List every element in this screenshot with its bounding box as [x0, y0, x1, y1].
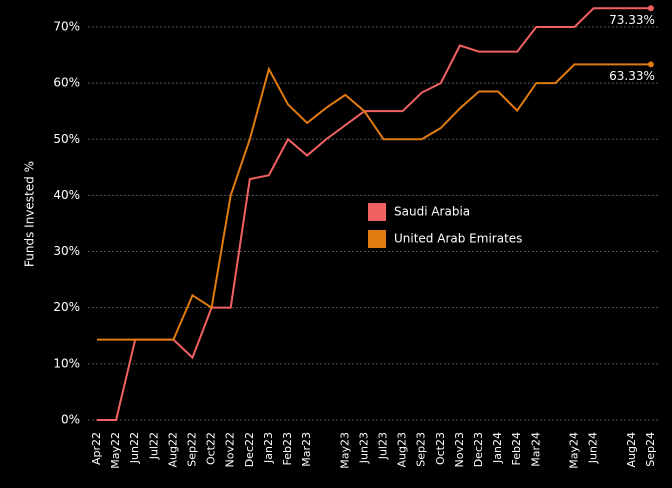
x-tick-label: Mar24	[529, 432, 542, 467]
x-tick-label: Dec23	[472, 432, 485, 467]
legend-label: United Arab Emirates	[394, 232, 522, 246]
legend-swatch	[368, 230, 386, 248]
y-tick-label: 0%	[61, 412, 80, 426]
x-tick-label: Aug24	[625, 432, 638, 467]
y-tick-label: 10%	[53, 356, 80, 370]
x-tick-label: Jun22	[128, 432, 141, 464]
x-tick-label: Mar23	[300, 432, 313, 467]
y-tick-label: 70%	[53, 19, 80, 33]
end-marker	[647, 5, 654, 12]
x-tick-label: Jan23	[262, 432, 275, 464]
y-tick-label: 40%	[53, 188, 80, 202]
series-line	[97, 7, 651, 421]
x-tick-label: Jun23	[357, 432, 370, 464]
x-tick-label: Feb23	[281, 432, 294, 465]
x-tick-label: Jul23	[377, 432, 390, 460]
y-tick-label: 60%	[53, 76, 80, 90]
y-tick-label: 20%	[53, 300, 80, 314]
series-line	[97, 63, 651, 341]
end-marker	[647, 61, 654, 68]
x-tick-label: Sep23	[415, 432, 428, 467]
x-tick-label: Apr22	[90, 432, 103, 465]
x-tick-label: Oct22	[205, 432, 218, 465]
x-tick-label: May23	[338, 432, 351, 469]
end-label: 63.33%	[609, 69, 655, 83]
x-tick-label: Dec22	[243, 432, 256, 467]
y-tick-label: 30%	[53, 244, 80, 258]
x-tick-label: Nov22	[224, 432, 237, 467]
legend-label: Saudi Arabia	[394, 205, 470, 219]
x-tick-label: Nov23	[453, 432, 466, 467]
x-tick-label: Jan24	[491, 432, 504, 464]
x-tick-label: Sep22	[186, 432, 199, 467]
legend-swatch	[368, 203, 386, 221]
x-tick-label: Aug22	[166, 432, 179, 467]
x-tick-label: Feb24	[510, 432, 523, 465]
x-tick-label: May24	[568, 432, 581, 469]
y-tick-label: 50%	[53, 132, 80, 146]
x-tick-label: May22	[109, 432, 122, 469]
y-axis-label: Funds Invested %	[23, 161, 37, 267]
x-tick-label: Jul22	[147, 432, 160, 460]
x-tick-label: Aug23	[396, 432, 409, 467]
x-tick-label: Sep24	[644, 432, 657, 467]
end-label: 73.33%	[609, 13, 655, 27]
x-tick-label: Oct23	[434, 432, 447, 465]
x-tick-label: Jun24	[587, 432, 600, 464]
